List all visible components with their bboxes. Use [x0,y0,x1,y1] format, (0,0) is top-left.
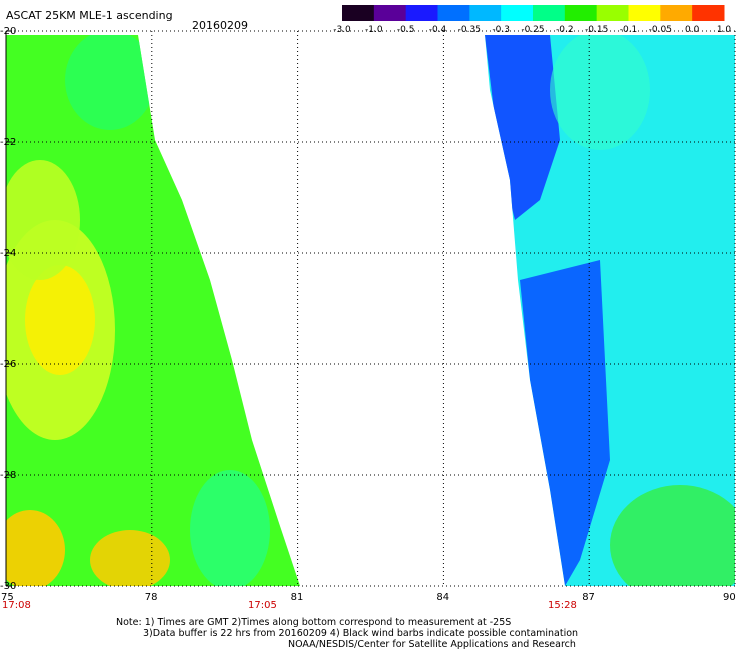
colorbar: -3.0 -1.0 -0.5 -0.4 -0.35 -0.3 -0.25 -0.2 -0.15 -… [333,5,731,35]
lat-lon-grid [5,30,736,587]
colorbar-label: -0.05 [649,25,672,35]
note-line-2: 3)Data buffer is 22 hrs from 20160209 4)… [143,628,579,639]
colorbar-segment [501,5,534,21]
swath-right [485,35,735,586]
colorbar-label: 0.0 [685,25,700,35]
colorbar-segment [564,5,598,21]
note-line-3: NOAA/NESDIS/Center for Satellite Applica… [288,639,576,650]
pass-time-1: 17:08 [2,600,31,611]
colorbar-label: -0.4 [429,25,447,35]
colorbar-label: -1.0 [365,25,383,35]
pass-time-2: 17:05 [248,600,277,611]
colorbar-segment [469,5,502,21]
latitude-label: -26 [0,359,17,370]
note-line-1: Note: 1) Times are GMT 2)Times along bot… [116,617,512,628]
swath-left [6,35,300,586]
colorbar-label: -0.5 [397,25,415,35]
longitude-label: 78 [144,592,158,603]
latitude-label: -30 [0,581,17,592]
latitude-label: -24 [0,248,17,259]
product-title: ASCAT 25KM MLE-1 ascending [6,9,173,22]
colorbar-label: -3.0 [333,25,351,35]
colorbar-segment [342,5,375,21]
latitude-label: -20 [0,26,17,37]
colorbar-label: -0.3 [492,25,510,35]
latitude-label: -22 [0,137,17,148]
colorbar-segment [692,5,725,21]
colorbar-segment [437,5,470,21]
colorbar-label: 1.0 [717,25,732,35]
longitude-label: 87 [582,592,595,603]
longitude-label: 75 [1,592,14,603]
longitude-label: 84 [436,592,450,603]
longitude-label: 81 [290,592,304,603]
colorbar-label: -0.1 [620,25,638,35]
colorbar-label: -0.15 [585,25,608,35]
colorbar-label: -0.2 [556,25,574,35]
colorbar-segment [628,5,661,21]
colorbar-segment [533,5,566,21]
colorbar-segment [660,5,693,21]
colorbar-label: -0.25 [521,25,544,35]
latitude-label: -28 [0,470,17,481]
colorbar-segment [373,5,407,21]
colorbar-label: -0.35 [458,25,481,35]
pass-time-3: 15:28 [548,600,577,611]
product-date: 20160209 [192,19,248,32]
colorbar-segment [596,5,629,21]
longitude-label: 90 [723,592,736,603]
colorbar-segment [405,5,438,21]
